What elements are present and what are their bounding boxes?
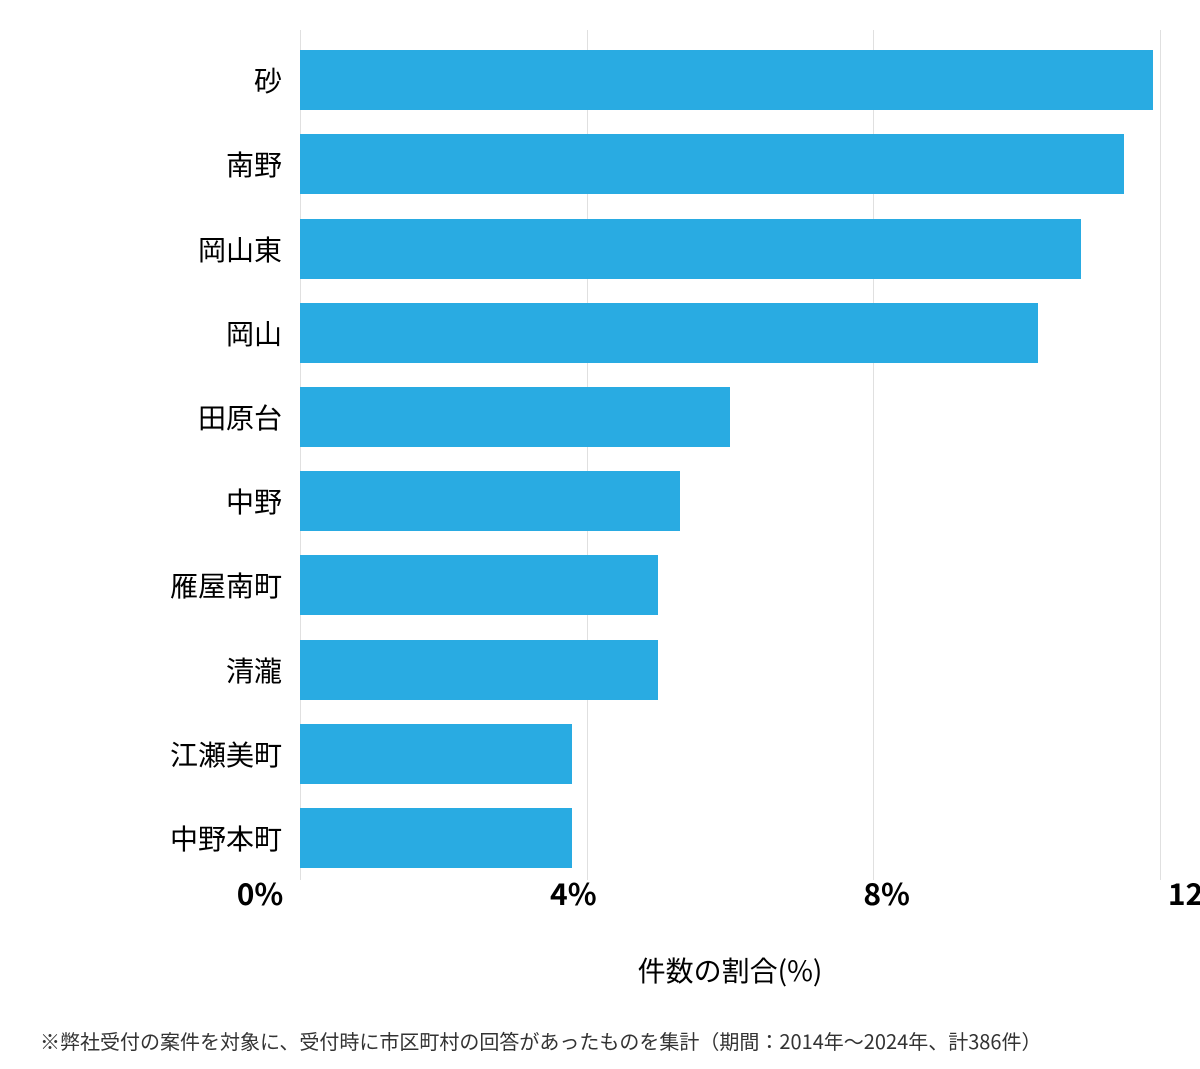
category-label: 砂 (40, 38, 300, 122)
bar-row (300, 375, 1160, 459)
bar-row (300, 38, 1160, 122)
x-tick-label: 4% (550, 870, 597, 914)
x-tick-label: 0% (237, 870, 284, 914)
y-axis-labels: 砂南野岡山東岡山田原台中野雁屋南町清瀧江瀬美町中野本町 (40, 30, 300, 880)
x-tick-label: 12% (1168, 870, 1200, 914)
bar (300, 471, 680, 531)
category-label: 南野 (40, 122, 300, 206)
bar (300, 808, 572, 868)
plot-area (300, 30, 1160, 880)
bar-row (300, 459, 1160, 543)
category-label: 江瀬美町 (40, 712, 300, 796)
category-label: 岡山東 (40, 206, 300, 290)
bar-row (300, 627, 1160, 711)
bar (300, 555, 658, 615)
gridline (1160, 30, 1161, 880)
bar (300, 50, 1153, 110)
chart-area: 砂南野岡山東岡山田原台中野雁屋南町清瀧江瀬美町中野本町 (40, 30, 1160, 910)
bar-row (300, 712, 1160, 796)
bar-row (300, 206, 1160, 290)
bar (300, 134, 1124, 194)
bar-row (300, 291, 1160, 375)
category-label: 中野 (40, 459, 300, 543)
x-tick-label: 8% (863, 870, 910, 914)
bar-row (300, 796, 1160, 880)
bar (300, 387, 730, 447)
category-label: 田原台 (40, 375, 300, 459)
category-label: 雁屋南町 (40, 543, 300, 627)
category-label: 岡山 (40, 291, 300, 375)
bar (300, 724, 572, 784)
bars-container (300, 30, 1160, 880)
bar-row (300, 543, 1160, 627)
bar (300, 303, 1038, 363)
category-label: 中野本町 (40, 796, 300, 880)
x-axis-labels: 0%4%8%12% (260, 870, 1200, 910)
footnote: ※弊社受付の案件を対象に、受付時に市区町村の回答があったものを集計（期間：201… (40, 1026, 1042, 1055)
category-label: 清瀧 (40, 627, 300, 711)
bar (300, 219, 1081, 279)
bar-row (300, 122, 1160, 206)
x-axis-title: 件数の割合(%) (260, 950, 1200, 990)
bar (300, 640, 658, 700)
